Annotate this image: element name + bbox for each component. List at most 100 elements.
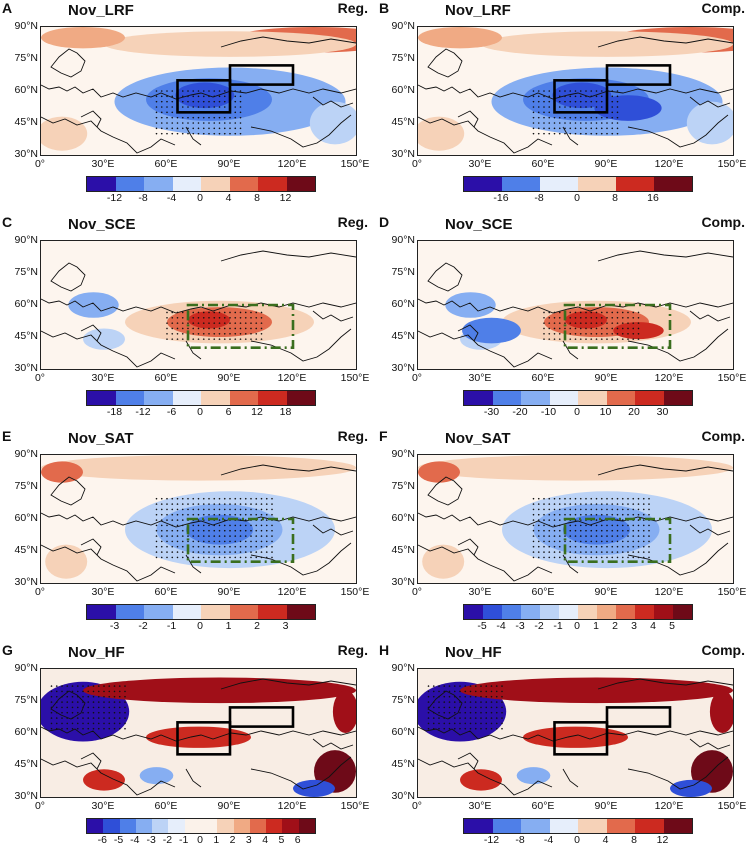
colorbar-tick-label: 8	[631, 834, 637, 846]
colorbar-swatch	[464, 605, 483, 619]
latitude-label: 75°N	[14, 480, 38, 492]
colorbar-tick-label: -8	[534, 192, 544, 204]
latitude-label: 60°N	[14, 298, 38, 310]
colorbar-tick-label: 18	[279, 406, 292, 418]
anomaly-positive	[45, 544, 88, 579]
anomaly-negative	[68, 292, 119, 318]
coastline	[41, 678, 356, 796]
colorbar-swatch	[521, 605, 540, 619]
longitude-label: 90°E	[217, 372, 241, 384]
colorbar-swatch	[229, 391, 258, 405]
colorbar-swatch	[201, 605, 230, 619]
colorbar-tick-label: 3	[631, 620, 637, 632]
colorbar-swatch	[184, 819, 201, 833]
colorbar-swatch	[258, 605, 287, 619]
colorbar-swatch	[200, 819, 218, 833]
colorbar-swatch	[673, 605, 692, 619]
map-field	[418, 27, 733, 155]
colorbar-tick-label: -10	[540, 406, 557, 418]
colorbar-tick-label: 0	[197, 620, 203, 632]
colorbar-tick-label: -18	[106, 406, 123, 418]
anomaly-positive	[709, 690, 733, 733]
latitude-label: 75°N	[391, 52, 415, 64]
longitude-label: 120°E	[277, 800, 307, 812]
anomaly-negative	[309, 101, 356, 145]
longitude-label: 60°E	[531, 800, 555, 812]
coastline	[41, 250, 356, 368]
longitude-label: 60°E	[154, 800, 178, 812]
anomaly-positive	[418, 27, 502, 49]
anomaly-negative	[293, 779, 335, 797]
colorbar-tick-label: 0	[197, 192, 203, 204]
longitude-label: 60°E	[531, 372, 555, 384]
anomaly-negative	[516, 767, 551, 785]
colorbar-swatch	[115, 605, 144, 619]
colorbar	[463, 604, 693, 620]
anomaly-negative	[670, 779, 712, 797]
colorbar-swatch	[464, 177, 502, 191]
panel-title: Nov_SCE	[68, 216, 136, 233]
coastline	[418, 36, 733, 154]
latitude-label: 90°N	[391, 448, 415, 460]
colorbar-swatch	[119, 819, 136, 833]
anomaly-negative	[83, 328, 125, 350]
latitude-label: 75°N	[14, 694, 38, 706]
map-plot	[40, 26, 357, 156]
panel-letter: B	[379, 0, 390, 16]
latitude-label: 30°N	[14, 148, 38, 160]
map-panel: D Nov_SCE Comp. 90°N 75°N 60°N 45°N 30°N 0° 30°E 6…	[377, 214, 753, 426]
colorbar-swatch	[635, 391, 664, 405]
panel-letter: D	[379, 214, 390, 230]
colorbar-swatch	[172, 605, 201, 619]
colorbar-swatch	[578, 819, 607, 833]
latitude-label: 30°N	[391, 362, 415, 374]
colorbar-tick-label: 0	[574, 834, 580, 846]
colorbar-swatch	[464, 391, 493, 405]
map-panel: C Nov_SCE Reg. 90°N 75°N 60°N 45°N 30°N 0° 30°E 60…	[0, 214, 376, 426]
longitude-label: 90°E	[217, 158, 241, 170]
colorbar-tick-label: -20	[512, 406, 528, 418]
anomaly-positive	[41, 461, 83, 483]
colorbar-swatch	[286, 177, 315, 191]
map-panel: G Nov_HF Reg. 90°N 75°N 60°N 45°N 30°N 0° 30°E 60°…	[0, 642, 376, 854]
latitude-label: 30°N	[14, 576, 38, 588]
colorbar-swatch	[663, 819, 692, 833]
colorbar-tick-label: 5	[669, 620, 675, 632]
latitude-label: 75°N	[391, 266, 415, 278]
colorbar-tick-label: 6	[294, 834, 301, 846]
map-plot	[40, 240, 357, 370]
map-plot	[417, 454, 734, 584]
longitude-label: 30°E	[468, 586, 492, 598]
panel-title: Nov_LRF	[68, 2, 134, 19]
colorbar-swatch	[282, 819, 299, 833]
latitude-label: 60°N	[391, 726, 415, 738]
coastline	[418, 250, 733, 368]
colorbar-tick-label: -1	[179, 834, 189, 846]
colorbar-swatch	[286, 391, 315, 405]
anomaly-positive	[422, 544, 465, 579]
longitude-label: 0°	[411, 158, 423, 170]
anomaly-negative	[462, 317, 521, 344]
map-field	[418, 241, 733, 369]
colorbar-tick-label: 1	[593, 620, 599, 632]
significance-stipple	[532, 90, 619, 135]
colorbar-tick-label: 30	[656, 406, 669, 418]
colorbar-swatch	[616, 177, 654, 191]
colorbar-swatch	[286, 605, 315, 619]
colorbar-swatch	[172, 177, 201, 191]
longitude-label: 120°E	[654, 586, 684, 598]
panel-method-tag: Reg.	[337, 642, 368, 658]
longitude-label: 0°	[34, 586, 46, 598]
panel-title: Nov_LRF	[445, 2, 511, 19]
colorbar-tick-label: 2	[229, 834, 236, 846]
longitude-label: 90°E	[217, 586, 241, 598]
latitude-label: 30°N	[391, 576, 415, 588]
map-field	[418, 669, 733, 797]
colorbar-tick-label: -2	[534, 620, 544, 632]
colorbar-tick-label: 0	[574, 620, 580, 632]
longitude-label: 0°	[411, 372, 423, 384]
colorbar-swatch	[258, 177, 287, 191]
longitude-label: 0°	[34, 800, 46, 812]
colorbar-swatch	[87, 819, 104, 833]
colorbar-tick-label: 2	[612, 620, 618, 632]
